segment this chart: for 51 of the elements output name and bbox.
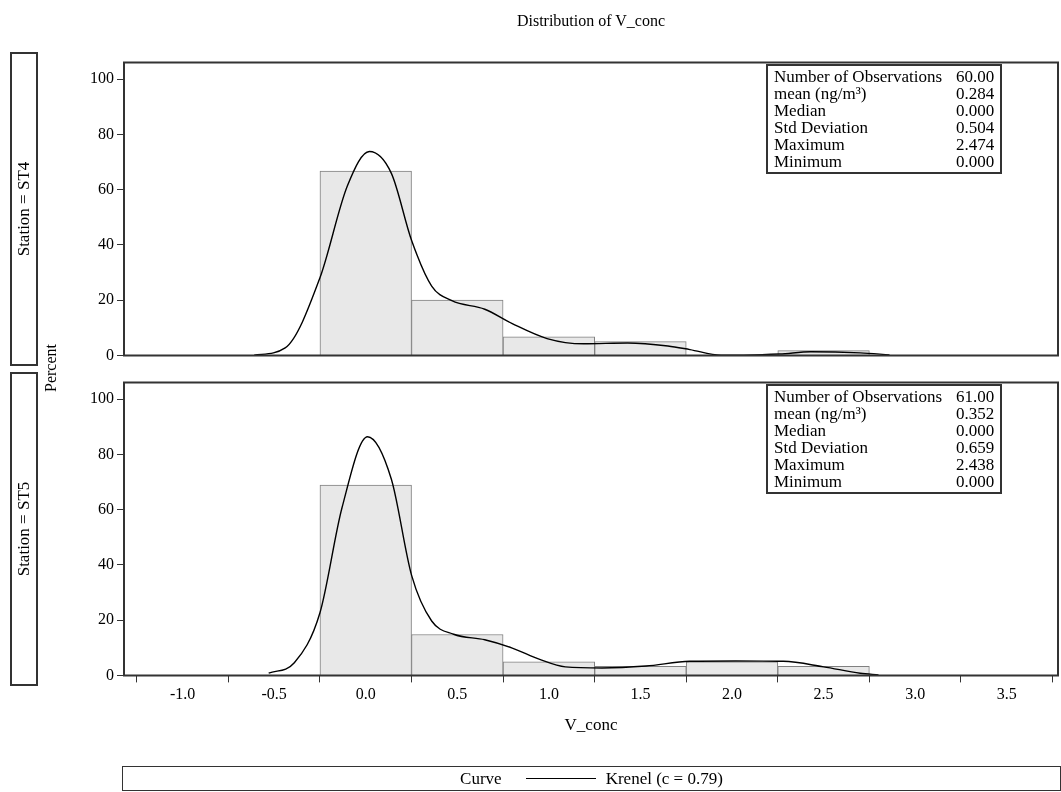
legend-title: Curve: [460, 768, 502, 789]
y-tick-label: 80: [98, 444, 114, 462]
annotation: Minimum: [774, 472, 843, 491]
y-tick-label: 60: [98, 499, 114, 517]
x-tick-label: 0.5: [447, 685, 468, 703]
annotation: 2.438: [956, 455, 995, 474]
x-tick-label: -0.5: [261, 685, 287, 703]
x-tick-label: 1.5: [630, 685, 651, 703]
annotation: 0.284: [956, 84, 995, 103]
annotation: mean (ng/m³): [774, 84, 868, 103]
annotation: 0.000: [956, 101, 995, 120]
annotation: 0.000: [956, 152, 995, 171]
text: Station = ST5: [14, 481, 34, 577]
annotation: Number of Observations: [774, 67, 943, 86]
annotation: 0.504: [956, 118, 995, 137]
y-axis-title: Percent: [42, 344, 60, 392]
y-tick-label: 20: [98, 290, 114, 308]
annotation: 2.474: [956, 135, 995, 154]
annotation: 60.00: [956, 67, 995, 86]
x-axis-title: V_conc: [564, 715, 618, 735]
annotation: Number of Observations: [774, 387, 943, 406]
annotation: 0.000: [956, 472, 995, 491]
y-tick-label: 40: [98, 555, 114, 573]
y-tick-label: 0: [106, 345, 114, 363]
x-tick-label: 0.0: [355, 685, 376, 703]
annotation: Std Deviation: [774, 438, 869, 457]
annotation: 61.00: [956, 387, 995, 406]
annotation: 0.659: [956, 438, 995, 457]
annotation: Minimum: [774, 152, 843, 171]
y-tick-label: 60: [98, 179, 114, 197]
chart-title: Distribution of V_conc: [515, 12, 667, 30]
annotation: Maximum: [774, 135, 846, 154]
annotation: Maximum: [774, 455, 846, 474]
y-tick-label: 80: [98, 124, 114, 142]
x-tick-label: 1.0: [538, 685, 559, 703]
x-tick-label: 3.0: [905, 685, 926, 703]
x-tick-label: 3.5: [996, 685, 1017, 703]
y-tick-label: 0: [106, 665, 114, 683]
x-tick-label: -1.0: [169, 685, 196, 703]
x-tick-label: 2.5: [813, 685, 834, 703]
annotation: mean (ng/m³): [774, 404, 868, 423]
legend-label: Krenel (c = 0.79): [605, 768, 723, 789]
annotation: 0.352: [956, 404, 995, 423]
x-tick-label: 2.0: [722, 685, 743, 703]
text: Station = ST4: [14, 161, 34, 257]
annotation: 0.000: [956, 421, 995, 440]
y-tick-label: 40: [98, 235, 114, 253]
y-tick-label: 20: [98, 610, 114, 628]
y-tick-label: 100: [90, 69, 114, 87]
y-tick-label: 100: [90, 389, 114, 407]
annotation: Std Deviation: [774, 118, 869, 137]
